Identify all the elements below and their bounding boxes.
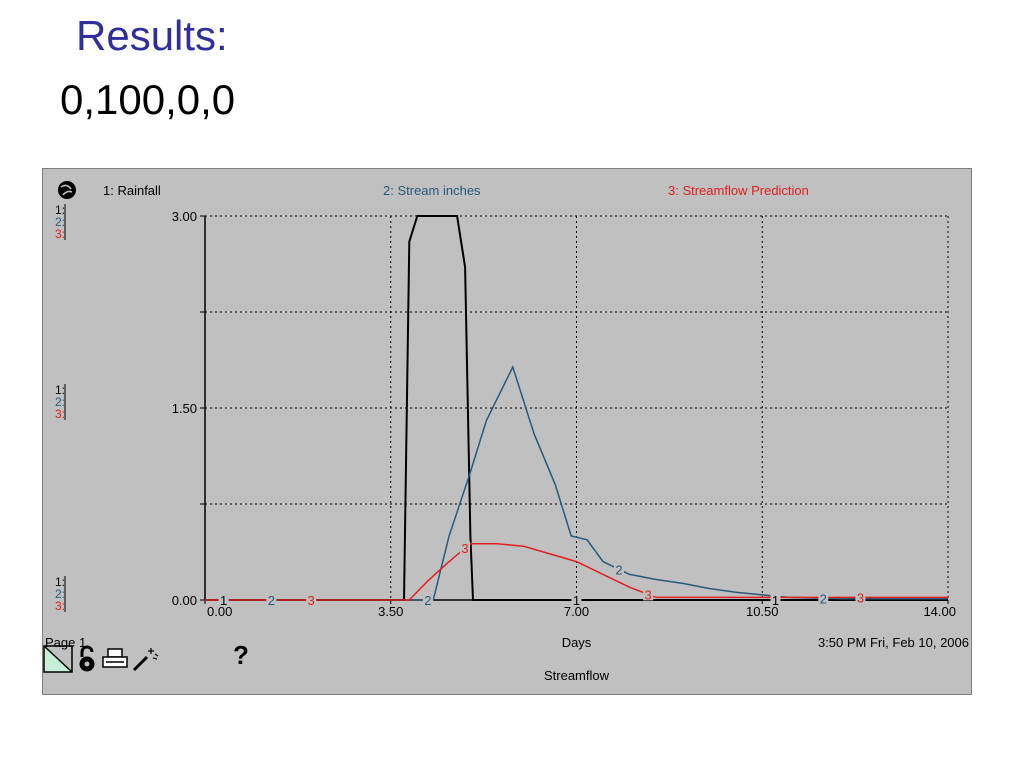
series-marker-3: 3: [857, 590, 864, 605]
axis-marker-2: 2:: [55, 395, 65, 409]
page-corner-icon[interactable]: [43, 645, 73, 673]
slide-title: Results:: [76, 12, 228, 59]
timestamp: 3:50 PM Fri, Feb 10, 2006: [818, 635, 969, 650]
series-marker-bg: [266, 593, 277, 606]
series-marker-bg: [460, 541, 471, 555]
series-marker-bg: [218, 593, 229, 606]
axis-marker-3: 3:: [55, 599, 65, 613]
series-marker-1: 1: [220, 593, 227, 608]
series-marker-2: 2: [820, 591, 827, 606]
series-marker-bg: [613, 562, 624, 576]
y-tick-label: 0.00: [172, 593, 197, 608]
chart-caption: Streamflow: [544, 668, 610, 683]
axis-marker-1: 1:: [55, 203, 65, 217]
series-marker-bg: [571, 593, 582, 606]
series-line-3: [205, 542, 948, 601]
axis-marker-2: 2:: [55, 587, 65, 601]
lock-icon[interactable]: [77, 645, 97, 673]
legend-item-1: 1: Rainfall: [103, 183, 161, 198]
x-tick-label: 10.50: [746, 604, 779, 619]
series-marker-bg: [855, 590, 866, 604]
streamflow-chart: 1 1 1 2 2 2 2 3 3 3 3 0.00 1.50 3.00 0.00 3.50 7.00 10.5…: [45, 181, 969, 683]
graph-type-icon-detail: [60, 184, 73, 196]
series-marker-2: 2: [424, 593, 431, 608]
graph-type-icon[interactable]: [58, 181, 76, 199]
series-marker-3: 3: [645, 587, 652, 602]
print-icon[interactable]: [101, 647, 129, 671]
axis-marker-2: 2:: [55, 215, 65, 229]
series-marker-bg: [643, 587, 654, 601]
series-marker-bg: [770, 593, 781, 606]
legend-item-2: 2: Stream inches: [383, 183, 481, 198]
series-marker-bg: [306, 593, 317, 606]
x-tick-label: 3.50: [378, 604, 403, 619]
y-tick-label: 3.00: [172, 209, 197, 224]
axis-marker-1: 1:: [55, 383, 65, 397]
series-marker-1: 1: [573, 593, 580, 608]
series-marker-3: 3: [308, 593, 315, 608]
series-marker-bg: [422, 593, 433, 606]
series-marker-2: 2: [615, 562, 622, 577]
axis-marker-3: 3:: [55, 227, 65, 241]
y-tick-label: 1.50: [172, 401, 197, 416]
slide-subtitle: 0,100,0,0: [60, 76, 236, 123]
series-marker-1: 1: [772, 593, 779, 608]
wand-icon[interactable]: [131, 645, 159, 673]
x-tick-label: 7.00: [564, 604, 589, 619]
series-marker-2: 2: [268, 593, 275, 608]
x-tick-label: 14.00: [923, 604, 956, 619]
x-axis-title: Days: [562, 635, 592, 650]
legend-item-3: 3: Streamflow Prediction: [668, 183, 809, 198]
series-marker-bg: [818, 591, 829, 605]
x-tick-label: 0.00: [207, 604, 232, 619]
graph-panel: 1 1 1 2 2 2 2 3 3 3 3 0.00 1.50 3.00 0.00 3.50 7.00 10.5…: [42, 168, 972, 695]
help-icon[interactable]: ?: [233, 640, 249, 670]
axis-marker-1: 1:: [55, 575, 65, 589]
series-marker-3: 3: [461, 541, 468, 556]
series-line-2: [205, 364, 948, 601]
axis-marker-3: 3:: [55, 407, 65, 421]
